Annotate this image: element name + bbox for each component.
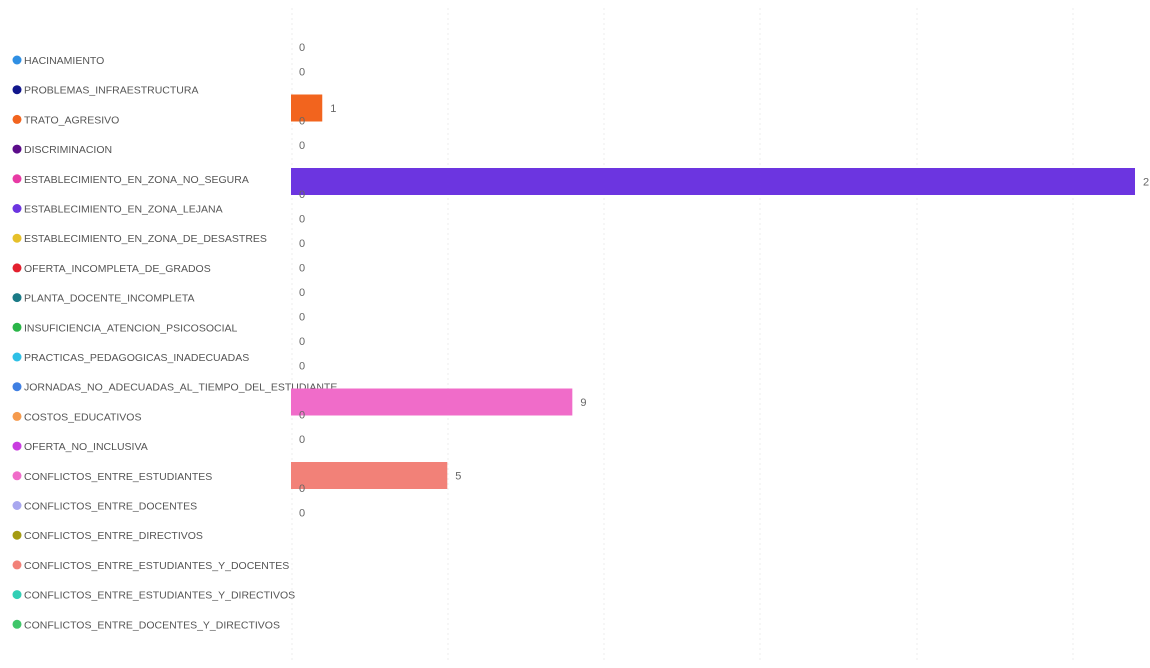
legend-label: ESTABLECIMIENTO_EN_ZONA_LEJANA bbox=[24, 204, 223, 216]
grid bbox=[291, 8, 1074, 663]
legend-marker bbox=[12, 471, 22, 481]
legend-marker bbox=[12, 560, 22, 570]
bar-value-label: 0 bbox=[299, 287, 305, 299]
legend-label: PRACTICAS_PEDAGOGICAS_INADECUADAS bbox=[24, 352, 249, 364]
legend-label: INSUFICIENCIA_ATENCION_PSICOSOCIAL bbox=[24, 322, 238, 334]
legend-label: ESTABLECIMIENTO_EN_ZONA_NO_SEGURA bbox=[24, 174, 249, 186]
legend-label: ESTABLECIMIENTO_EN_ZONA_DE_DESASTRES bbox=[24, 233, 267, 245]
bar-value-label: 0 bbox=[299, 67, 305, 79]
bar-value-label: 0 bbox=[299, 42, 305, 54]
legend-label: OFERTA_INCOMPLETA_DE_GRADOS bbox=[24, 263, 211, 275]
legend-label: HACINAMIENTO bbox=[24, 55, 104, 67]
legend-label: JORNADAS_NO_ADECUADAS_AL_TIEMPO_DEL_ESTU… bbox=[24, 382, 337, 394]
bar bbox=[291, 168, 1135, 195]
legend-label: CONFLICTOS_ENTRE_DIRECTIVOS bbox=[24, 530, 203, 542]
plot-area: 0 0 1 0 0 2 0 0 0 0 0 0 0 0 9 0 0 5 0 0 bbox=[291, 42, 1149, 520]
legend-marker bbox=[12, 55, 22, 65]
bar-value-label: 0 bbox=[299, 140, 305, 152]
bar-value-label: 0 bbox=[299, 508, 305, 520]
legend-marker bbox=[12, 411, 22, 421]
legend-marker bbox=[12, 590, 22, 600]
bar-value-label: 0 bbox=[299, 312, 305, 324]
bar-value-label: 2 bbox=[1143, 177, 1149, 189]
legend-marker bbox=[12, 382, 22, 392]
legend-marker bbox=[12, 204, 22, 213]
bar-value-label: 0 bbox=[299, 361, 305, 373]
legend-marker bbox=[12, 441, 22, 451]
legend-label: CONFLICTOS_ENTRE_DOCENTES bbox=[24, 501, 197, 513]
legend-marker bbox=[12, 352, 22, 362]
legend-label: CONFLICTOS_ENTRE_ESTUDIANTES_Y_DOCENTES bbox=[24, 560, 289, 572]
legend-marker bbox=[12, 619, 22, 629]
legend-marker bbox=[12, 501, 22, 510]
legend-label: CONFLICTOS_ENTRE_DOCENTES_Y_DIRECTIVOS bbox=[24, 619, 280, 631]
legend-marker bbox=[12, 144, 22, 154]
legend-marker bbox=[12, 114, 22, 124]
legend-label: TRATO_AGRESIVO bbox=[24, 114, 119, 126]
bar bbox=[291, 462, 448, 489]
bar-value-label: 0 bbox=[299, 116, 305, 128]
bar bbox=[291, 94, 323, 122]
bar-value-label: 5 bbox=[455, 471, 461, 483]
bar-value-label: 0 bbox=[299, 263, 305, 275]
bar bbox=[291, 388, 573, 416]
bar-value-label: 0 bbox=[299, 238, 305, 250]
legend-label: DISCRIMINACION bbox=[24, 144, 112, 156]
bar-value-label: 0 bbox=[299, 189, 305, 201]
legend-marker bbox=[12, 233, 22, 243]
legend-marker bbox=[12, 322, 22, 332]
legend-marker bbox=[12, 293, 22, 303]
bar-value-label: 9 bbox=[580, 397, 586, 409]
bar-value-label: 0 bbox=[299, 483, 305, 495]
legend-marker bbox=[12, 263, 22, 273]
legend-marker bbox=[12, 174, 22, 184]
bar-value-label: 0 bbox=[299, 410, 305, 422]
bar-value-label: 1 bbox=[330, 103, 336, 115]
legend-label: COSTOS_EDUCATIVOS bbox=[24, 411, 141, 423]
legend-label: CONFLICTOS_ENTRE_ESTUDIANTES bbox=[24, 471, 212, 483]
legend: HACINAMIENTO PROBLEMAS_INFRAESTRUCTURA TRA… bbox=[12, 55, 337, 631]
bar-value-label: 0 bbox=[299, 434, 305, 446]
legend-marker bbox=[12, 85, 22, 95]
bar-value-label: 0 bbox=[299, 214, 305, 226]
bar-value-label: 0 bbox=[299, 336, 305, 348]
legend-label: PLANTA_DOCENTE_INCOMPLETA bbox=[24, 293, 195, 305]
legend-label: OFERTA_NO_INCLUSIVA bbox=[24, 441, 148, 453]
legend-marker bbox=[12, 530, 22, 540]
legend-label: CONFLICTOS_ENTRE_ESTUDIANTES_Y_DIRECTIVO… bbox=[24, 590, 295, 602]
legend-label: PROBLEMAS_INFRAESTRUCTURA bbox=[24, 85, 198, 97]
